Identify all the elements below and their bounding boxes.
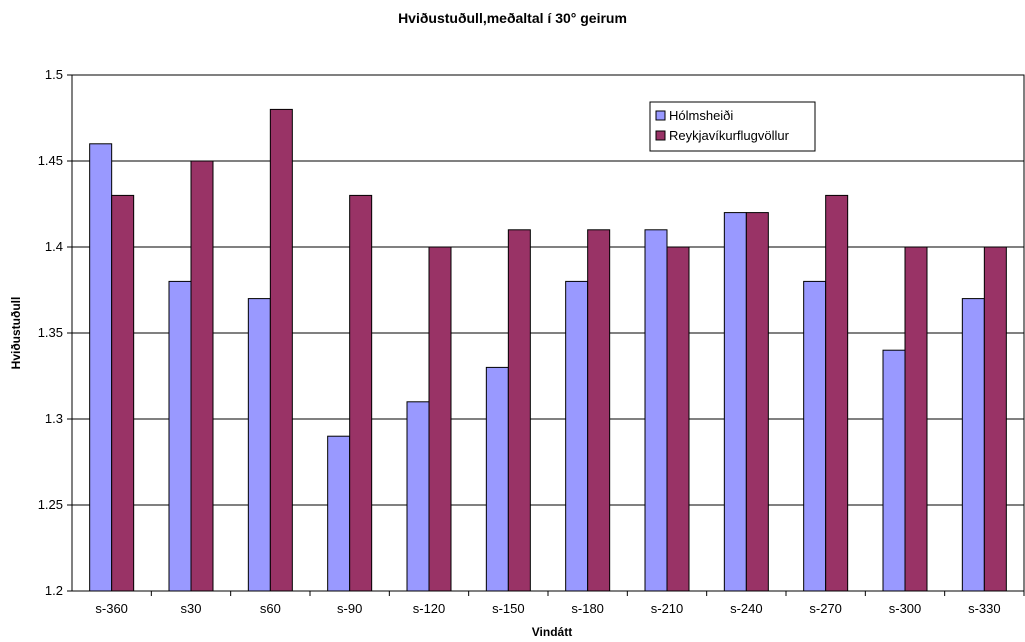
bar-holmsheidi	[485, 366, 509, 592]
bar-reykjavikurflugvollur	[666, 246, 690, 592]
x-tick-label: s-180	[571, 601, 604, 616]
bar-reykjavikurflugvollur	[904, 246, 928, 592]
bar-holmsheidi	[644, 229, 668, 592]
bar-reykjavikurflugvollur	[983, 246, 1007, 592]
bar-reykjavikurflugvollur	[190, 160, 214, 592]
legend-box	[649, 101, 816, 152]
bar-reykjavikurflugvollur	[428, 246, 452, 592]
legend-label: Reykjavíkurflugvöllur	[669, 128, 790, 143]
axes: 1.2 1.25 1.3 1.35 1.4 1.45 1.5 s-360 s30 s60 s-90 s…	[38, 67, 1025, 616]
legend-label: Hólmsheiði	[669, 108, 733, 123]
x-tick-label: s-150	[492, 601, 525, 616]
x-tick-label: s-120	[413, 601, 446, 616]
x-tick-label: s-90	[337, 601, 362, 616]
bar-holmsheidi	[882, 349, 906, 592]
bar-holmsheidi	[89, 143, 113, 592]
bar-reykjavikurflugvollur	[111, 194, 135, 592]
bar-holmsheidi	[247, 298, 271, 592]
bar-reykjavikurflugvollur	[587, 229, 611, 592]
x-tick-label: s-300	[889, 601, 922, 616]
bar-holmsheidi	[406, 401, 430, 592]
chart-title: Hviðustuðull,meðaltal í 30° geirum	[398, 10, 627, 26]
y-tick-label: 1.5	[45, 67, 63, 82]
y-tick-label: 1.35	[38, 325, 63, 340]
bar-holmsheidi	[565, 280, 589, 592]
y-tick-label: 1.2	[45, 583, 63, 598]
y-tick-label: 1.25	[38, 497, 63, 512]
bar-reykjavikurflugvollur	[745, 212, 769, 592]
x-axis-label: Vindátt	[532, 625, 572, 639]
bar-reykjavikurflugvollur	[507, 229, 531, 592]
x-tick-label: s-330	[968, 601, 1001, 616]
bars	[89, 108, 1007, 592]
x-tick-label: s-360	[95, 601, 128, 616]
bar-reykjavikurflugvollur	[269, 108, 293, 592]
bar-holmsheidi	[168, 280, 192, 592]
legend-swatch	[655, 110, 666, 121]
y-axis-label: Hviðustuðull	[9, 297, 23, 370]
legend-swatch	[655, 130, 666, 141]
y-tick-label: 1.45	[38, 153, 63, 168]
x-tick-label: s-270	[809, 601, 842, 616]
bar-reykjavikurflugvollur	[349, 194, 373, 592]
gridlines	[72, 74, 1024, 592]
bar-reykjavikurflugvollur	[825, 194, 849, 592]
y-tick-label: 1.3	[45, 411, 63, 426]
bar-holmsheidi	[327, 435, 351, 592]
bar-holmsheidi	[803, 280, 827, 592]
x-tick-label: s-210	[651, 601, 684, 616]
y-tick-label: 1.4	[45, 239, 63, 254]
legend: Hólmsheiði Reykjavíkurflugvöllur	[649, 101, 816, 152]
x-tick-label: s-240	[730, 601, 763, 616]
x-tick-label: s30	[181, 601, 202, 616]
bar-holmsheidi	[723, 212, 747, 592]
bar-holmsheidi	[961, 298, 985, 592]
x-tick-label: s60	[260, 601, 281, 616]
